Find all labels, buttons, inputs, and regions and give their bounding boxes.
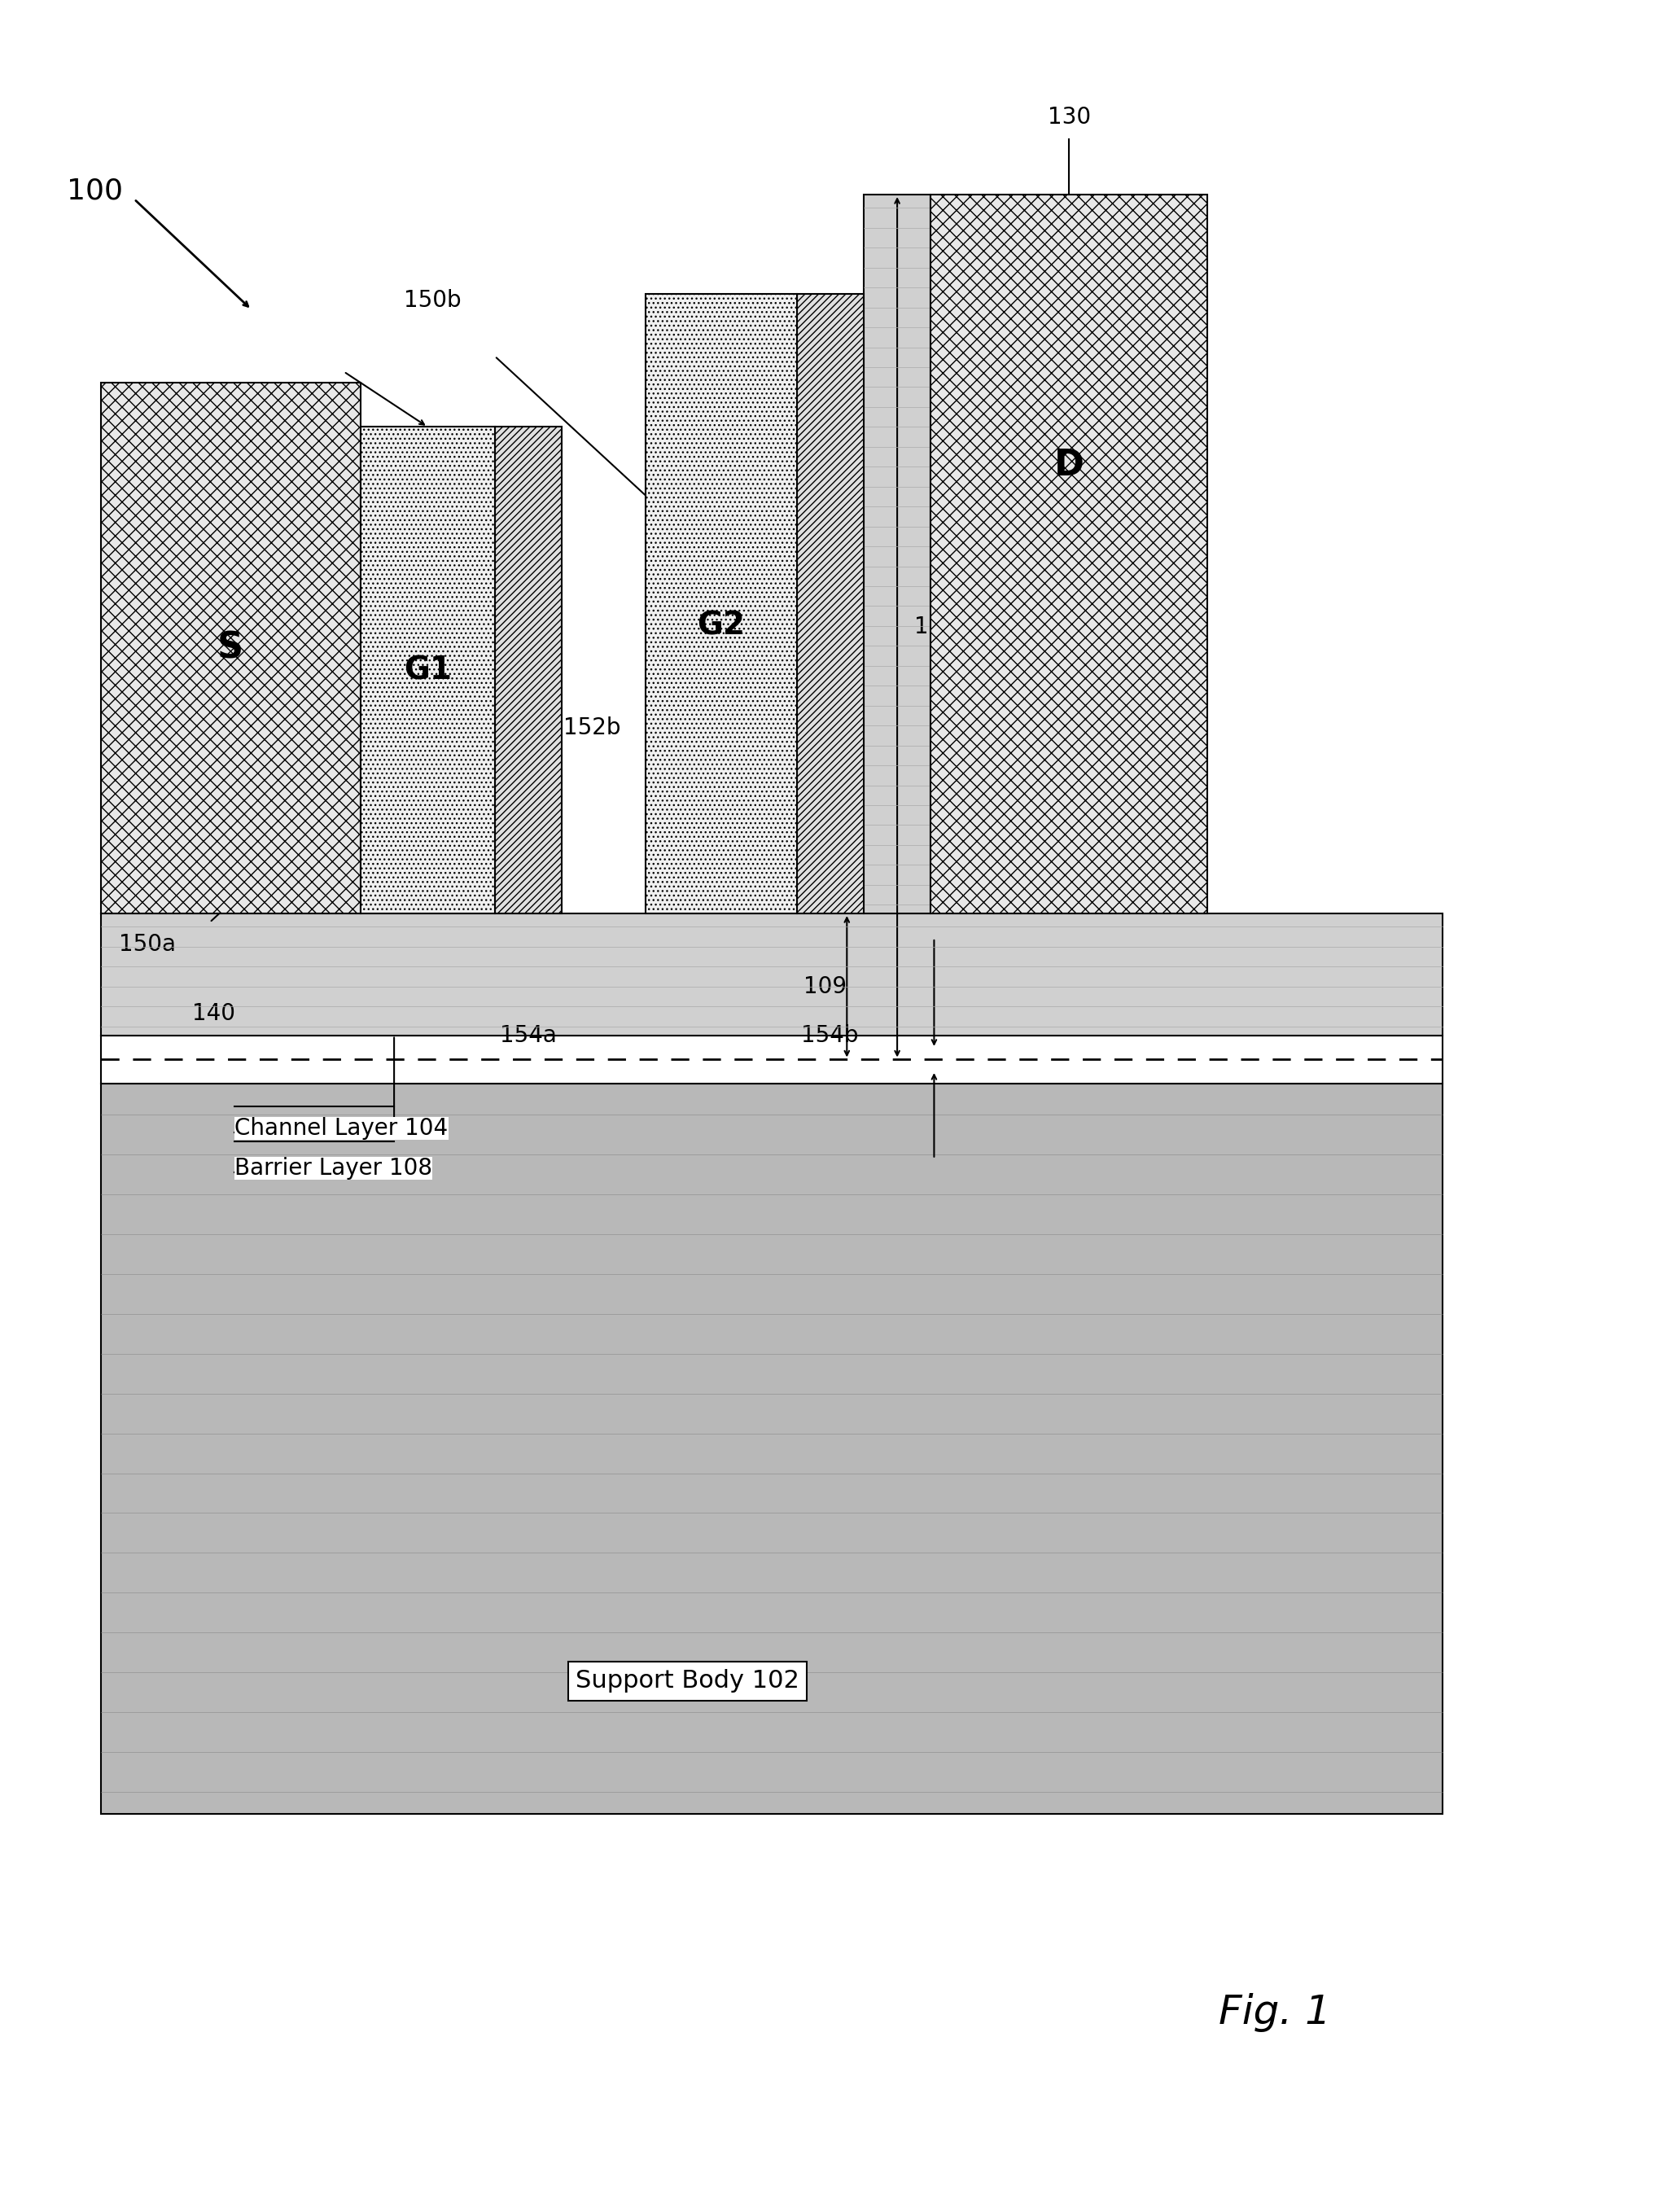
Text: S: S <box>218 630 243 666</box>
Text: 100: 100 <box>67 177 122 206</box>
Bar <box>101 1084 1442 1814</box>
Bar <box>931 195 1207 914</box>
Text: D: D <box>1055 449 1083 482</box>
Text: 150a: 150a <box>119 933 176 956</box>
Text: 150b: 150b <box>404 290 461 312</box>
Text: 130: 130 <box>1048 106 1090 128</box>
Text: Channel Layer 104: Channel Layer 104 <box>235 1117 448 1139</box>
Bar <box>864 195 931 914</box>
Text: G1: G1 <box>404 655 451 686</box>
Bar <box>646 294 797 914</box>
Text: 2DEG: 2DEG <box>948 852 971 916</box>
Bar <box>797 294 864 914</box>
Text: Barrier Layer 108: Barrier Layer 108 <box>235 1157 433 1179</box>
Text: 152a: 152a <box>270 383 327 405</box>
Bar <box>101 383 361 914</box>
Text: 107: 107 <box>914 615 958 639</box>
Text: 109: 109 <box>803 975 847 998</box>
Text: G2: G2 <box>698 611 745 641</box>
Text: Fig. 1: Fig. 1 <box>1219 1993 1330 2033</box>
Bar <box>101 1035 1442 1084</box>
Bar <box>495 427 562 914</box>
Text: Support Body 102: Support Body 102 <box>575 1670 800 1692</box>
Text: 154b: 154b <box>802 1024 859 1046</box>
Bar <box>361 427 495 914</box>
Bar <box>101 914 1442 1035</box>
Text: 152b: 152b <box>563 717 620 739</box>
Text: 140: 140 <box>193 1002 235 1024</box>
Text: 154a: 154a <box>500 1024 557 1046</box>
